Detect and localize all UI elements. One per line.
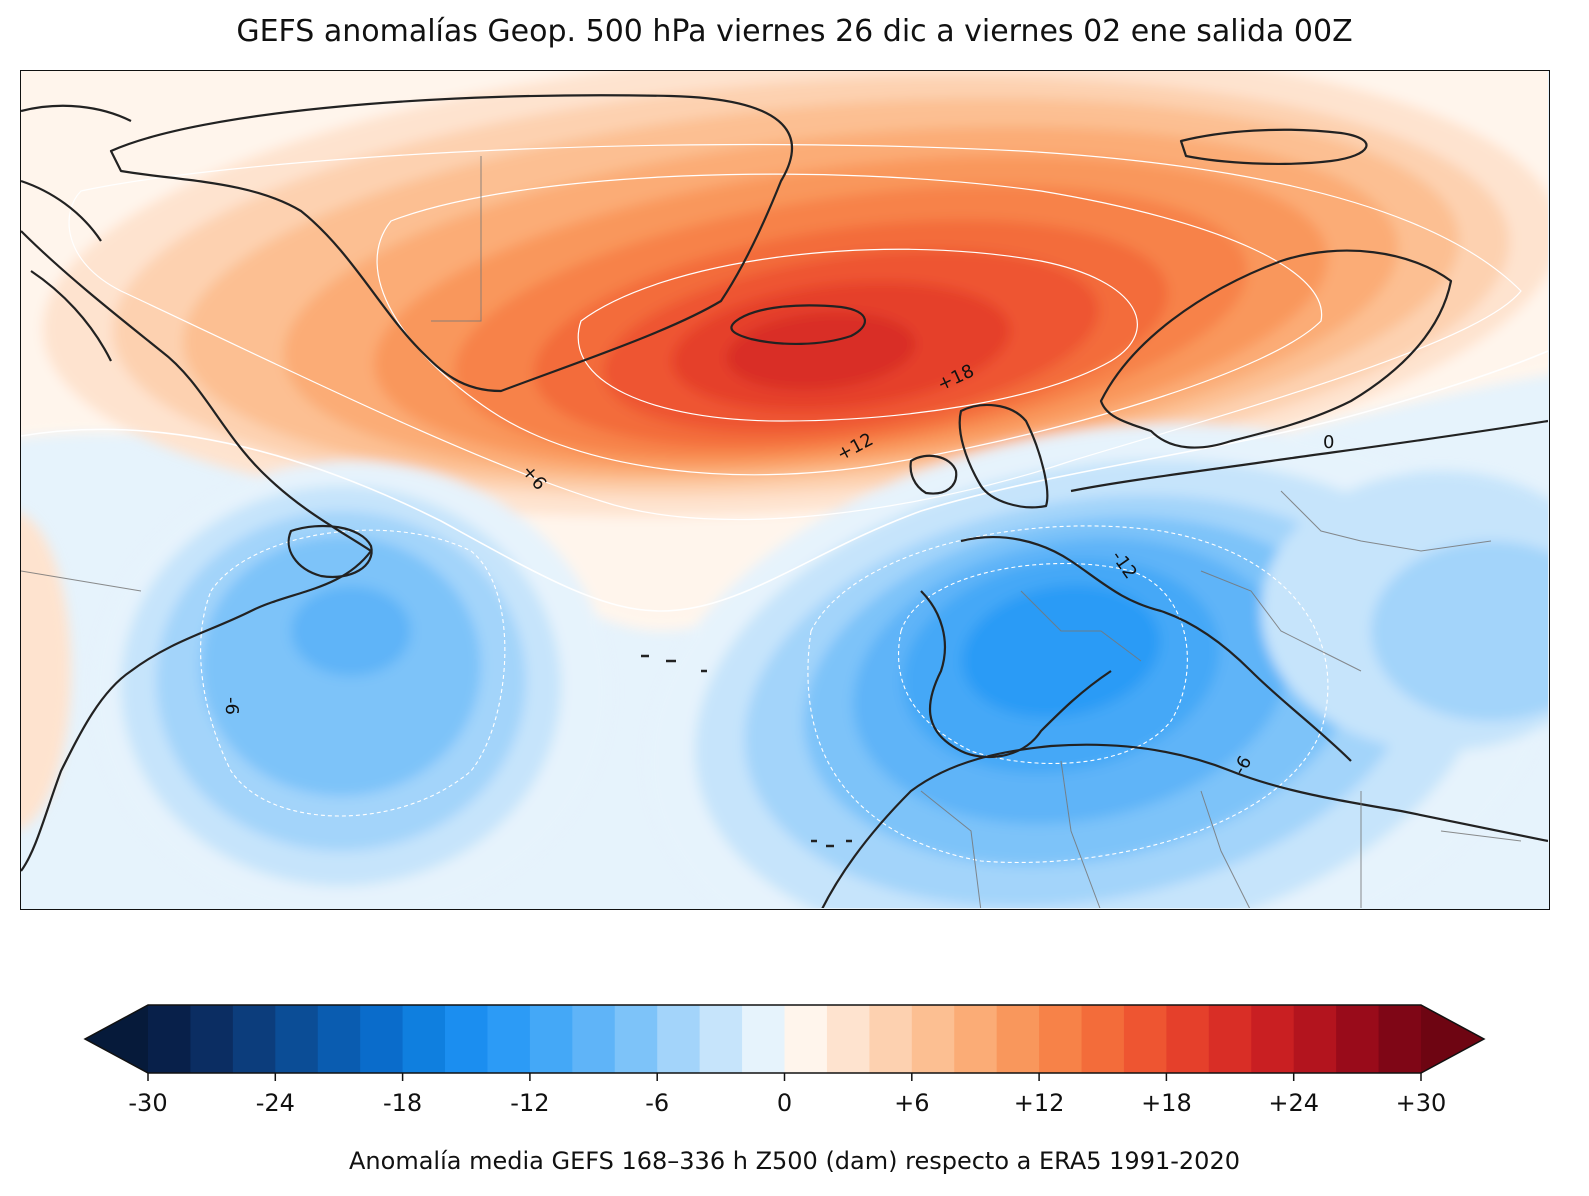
negative-anomaly-contour-east xyxy=(961,584,1161,718)
azores-islands xyxy=(641,654,707,673)
map-title: GEFS anomalías Geop. 500 hPa viernes 26 … xyxy=(236,14,1353,49)
colorbar-segment xyxy=(826,1005,870,1073)
svalbard-coastline xyxy=(1179,128,1368,166)
anomaly-field xyxy=(21,71,1548,908)
colorbar-segment xyxy=(911,1005,955,1073)
colorbar-segment xyxy=(996,1005,1040,1073)
canary-islands xyxy=(811,839,852,848)
colorbar-segment xyxy=(869,1005,913,1073)
coastlines xyxy=(21,94,1548,908)
plus18-contour-line xyxy=(577,248,1138,422)
contour-label: 0 xyxy=(1323,432,1334,453)
colorbar-segment xyxy=(445,1005,489,1073)
colorbar-segment xyxy=(317,1005,361,1073)
canada-arctic-coastline xyxy=(21,104,132,362)
colorbar-segment xyxy=(1336,1005,1380,1073)
colorbar-segments xyxy=(148,1005,1422,1073)
positive-anomaly-contour xyxy=(726,312,916,390)
colorbar-ticks: -30 -24 -18 -12 -6 0 +6 +12 +18 +24 +30 xyxy=(128,1073,1446,1117)
map-frame: +6 +12 +18 0 -6 -12 -6 xyxy=(20,70,1550,910)
colorbar-tick-label: +30 xyxy=(1396,1089,1447,1117)
colorbar-segment xyxy=(657,1005,701,1073)
colorbar-tick-label: 0 xyxy=(777,1089,792,1117)
colorbar-tick-label: +12 xyxy=(1014,1089,1065,1117)
colorbar-segment xyxy=(1378,1005,1422,1073)
colorbar-tick-label: +18 xyxy=(1141,1089,1192,1117)
colorbar-segment xyxy=(1166,1005,1210,1073)
colorbar-segment xyxy=(529,1005,573,1073)
colorbar-tick-label: +6 xyxy=(894,1089,929,1117)
colorbar-segment xyxy=(487,1005,531,1073)
contour-lines xyxy=(21,143,1548,864)
colorbar-segment xyxy=(190,1005,234,1073)
colorbar-caption: Anomalía media GEFS 168–336 h Z500 (dam)… xyxy=(349,1147,1240,1175)
contour-label: -6 xyxy=(221,697,242,715)
colorbar-segment xyxy=(1081,1005,1125,1073)
colorbar-tick-label: -12 xyxy=(510,1089,549,1117)
colorbar-tick-label: -6 xyxy=(645,1089,669,1117)
colorbar-tick-label: -18 xyxy=(383,1089,422,1117)
colorbar-under-arrow xyxy=(85,1005,148,1073)
africa-coastline xyxy=(821,743,1548,908)
plus12-contour-line xyxy=(376,173,1323,476)
colorbar-segment xyxy=(954,1005,998,1073)
colorbar-segment xyxy=(784,1005,828,1073)
colorbar-segment xyxy=(1039,1005,1083,1073)
colorbar-tick-label: -24 xyxy=(256,1089,295,1117)
colorbar-segment xyxy=(275,1005,319,1073)
colorbar: -30 -24 -18 -12 -6 0 +6 +12 +18 +24 +30 xyxy=(83,1004,1486,1117)
colorbar-segment xyxy=(402,1005,446,1073)
plus6-contour-line xyxy=(68,143,1522,521)
colorbar-over-arrow xyxy=(1421,1005,1484,1073)
negative-anomaly-contour-east xyxy=(1371,541,1548,721)
colorbar-segment xyxy=(360,1005,404,1073)
minus6-contour-line-east xyxy=(807,525,1329,864)
colorbar-segment xyxy=(614,1005,658,1073)
colorbar-segment xyxy=(1123,1005,1167,1073)
colorbar-segment xyxy=(1251,1005,1295,1073)
colorbar-segment xyxy=(742,1005,786,1073)
negative-anomaly-contour-west xyxy=(291,586,411,676)
greenland-coastline xyxy=(109,94,793,393)
scandinavia-coastline xyxy=(1099,249,1453,449)
colorbar-segment xyxy=(1293,1005,1337,1073)
colorbar-segment xyxy=(699,1005,743,1073)
colorbar-segment xyxy=(232,1005,276,1073)
colorbar-segment xyxy=(572,1005,616,1073)
europe-coastline xyxy=(920,419,1548,762)
minus12-contour-line xyxy=(898,562,1188,765)
ireland-coastline xyxy=(909,454,958,495)
colorbar-segment xyxy=(1208,1005,1252,1073)
country-borders xyxy=(21,156,1522,908)
minus6-contour-line-west xyxy=(200,529,506,817)
zero-contour-line xyxy=(21,350,1548,612)
colorbar-segment xyxy=(148,1005,192,1073)
positive-anomaly-contour xyxy=(21,513,71,829)
iceland-coastline xyxy=(730,304,867,346)
newfoundland-coastline xyxy=(287,524,373,579)
north-america-coastline xyxy=(21,230,373,872)
colorbar-tick-label: -30 xyxy=(128,1089,167,1117)
anomaly-map: +6 +12 +18 0 -6 -12 -6 xyxy=(21,71,1548,908)
british-isles-coastline xyxy=(958,404,1049,509)
colorbar-tick-label: +24 xyxy=(1268,1089,1319,1117)
